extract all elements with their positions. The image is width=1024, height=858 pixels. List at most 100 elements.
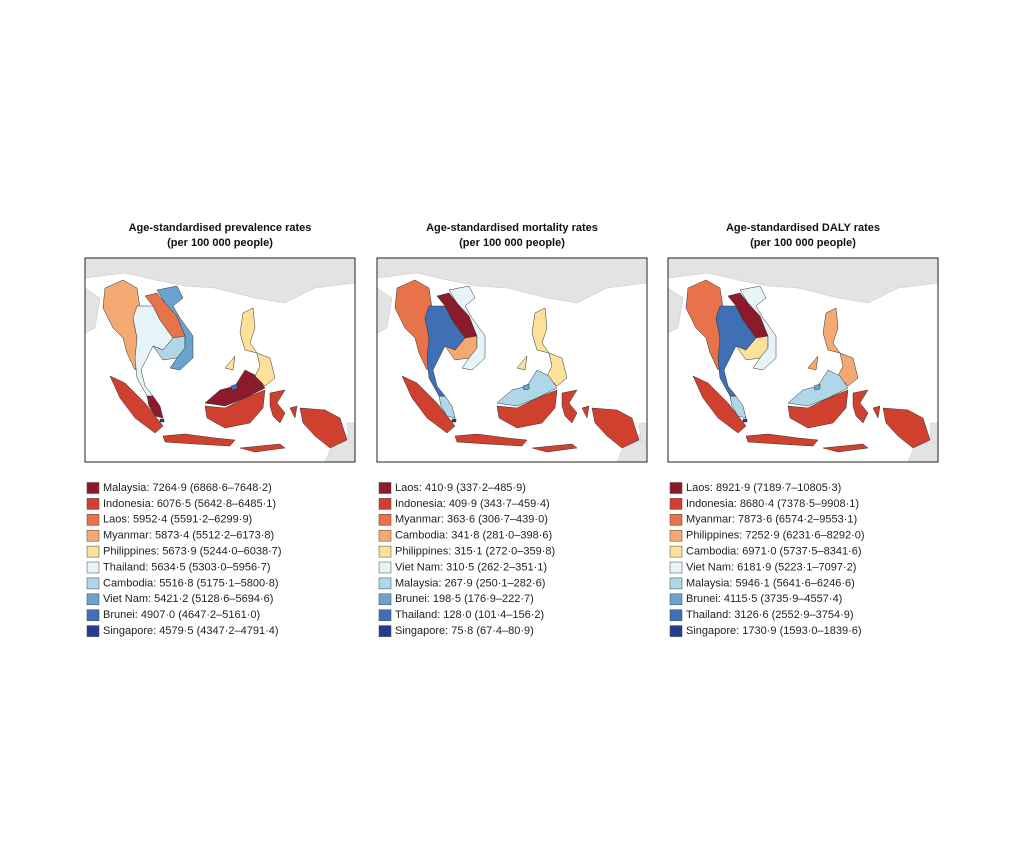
- other-land: [85, 258, 355, 304]
- legend-label: Malaysia: 7264·9 (6868·6–7648·2): [103, 482, 272, 494]
- legend-label: Brunei: 198·5 (176·9–222·7): [395, 593, 534, 605]
- legend-swatch: [669, 514, 683, 526]
- country: [813, 383, 821, 391]
- legend-swatch: [378, 529, 392, 542]
- legend-swatch: [669, 577, 683, 590]
- legend-swatch: [86, 577, 100, 590]
- map-frame: [667, 257, 939, 463]
- legend-label: Cambodia: 6971·0 (5737·5–8341·6): [686, 546, 862, 558]
- legend-label: Brunei: 4907·0 (4647·2–5161·0): [103, 609, 260, 621]
- country: [109, 375, 348, 453]
- country: [230, 383, 238, 391]
- legend-swatch: [378, 593, 392, 606]
- legend-swatch: [86, 482, 100, 494]
- panel-title: (per 100 000 people): [750, 237, 856, 249]
- legend-swatch: [669, 529, 683, 542]
- legend-swatch: [86, 609, 100, 621]
- country: [451, 418, 457, 423]
- legend-label: Malaysia: 267·9 (250·1–282·6): [395, 577, 545, 589]
- panel-title: Age-standardised DALY rates: [726, 222, 880, 234]
- panel-title: Age-standardised mortality rates: [426, 222, 598, 234]
- country: [159, 418, 165, 423]
- legend-label: Philippines: 315·1 (272·0–359·8): [395, 546, 555, 558]
- map: [84, 257, 356, 463]
- other-land: [668, 258, 938, 304]
- legend-label: Singapore: 1730·9 (1593·0–1839·6): [686, 625, 862, 637]
- legend-swatch: [86, 529, 100, 542]
- legend-swatch: [378, 577, 392, 590]
- legend-swatch: [378, 545, 392, 558]
- map: [667, 257, 939, 463]
- legend-label: Philippines: 5673·9 (5244·0–6038·7): [103, 546, 282, 558]
- legend-label: Myanmar: 363·6 (306·7–439·0): [395, 514, 548, 526]
- legend-swatch: [669, 625, 683, 637]
- map-body: [377, 258, 647, 462]
- country: [742, 418, 748, 423]
- legend-swatch: [86, 545, 100, 558]
- legend-label: Brunei: 4115·5 (3735·9–4557·4): [686, 593, 842, 605]
- legend-label: Viet Nam: 5421·2 (5128·6–5694·6): [103, 593, 273, 605]
- panel-title: (per 100 000 people): [167, 237, 273, 249]
- country: [132, 305, 174, 397]
- legend-label: Indonesia: 8680·4 (7378·5–9908·1): [686, 498, 859, 510]
- other-land: [346, 422, 355, 445]
- legend-swatch: [669, 609, 683, 621]
- legend-label: Thailand: 5634·5 (5303·0–5956·7): [103, 561, 271, 573]
- legend-label: Indonesia: 409·9 (343·7–459·4): [395, 498, 550, 510]
- legend-label: Laos: 8921·9 (7189·7–10805·3): [686, 482, 841, 494]
- panel-title: (per 100 000 people): [459, 237, 565, 249]
- other-land: [377, 287, 393, 334]
- legend-swatch: [86, 498, 100, 510]
- legend-swatch: [378, 561, 392, 574]
- legend-label: Singapore: 75·8 (67·4–80·9): [395, 625, 534, 637]
- legend-label: Myanmar: 7873·6 (6574·2–9553·1): [686, 514, 857, 526]
- legend-swatch: [669, 593, 683, 606]
- legend-swatch: [669, 561, 683, 574]
- map-frame: [84, 257, 356, 463]
- legend-swatch: [86, 561, 100, 574]
- legend-label: Thailand: 128·0 (101·4–156·2): [395, 609, 544, 621]
- legend-label: Indonesia: 6076·5 (5642·8–6485·1): [103, 498, 276, 510]
- legend-swatch: [86, 514, 100, 526]
- legend-swatch: [669, 545, 683, 558]
- other-land: [638, 422, 647, 445]
- country: [224, 307, 276, 387]
- legend-swatch: [669, 482, 683, 494]
- legend-label: Thailand: 3126·6 (2552·9–3754·9): [686, 609, 854, 621]
- legend-swatch: [86, 625, 100, 637]
- legend-swatch: [378, 514, 392, 526]
- legend-swatch: [378, 498, 392, 510]
- panel: Age-standardised mortality rates (per 100…: [376, 222, 648, 637]
- country: [156, 285, 194, 371]
- country: [448, 285, 486, 371]
- country: [401, 375, 640, 453]
- panel-title: Age-standardised prevalence rates: [129, 222, 312, 234]
- panel: Age-standardised prevalence rates (per 10…: [84, 222, 356, 637]
- legend-swatch: [378, 609, 392, 621]
- country: [807, 307, 859, 387]
- legend-label: Viet Nam: 6181·9 (5223·1–7097·2): [686, 561, 856, 573]
- country: [516, 307, 568, 387]
- legend-swatch: [669, 498, 683, 510]
- other-land: [377, 258, 647, 304]
- legend-label: Cambodia: 341·8 (281·0–398·6): [395, 530, 552, 542]
- legend-swatch: [86, 593, 100, 606]
- legend-label: Malaysia: 5946·1 (5641·6–6246·6): [686, 577, 855, 589]
- country: [692, 375, 931, 453]
- country: [522, 383, 530, 391]
- map: [376, 257, 648, 463]
- map-body: [668, 258, 938, 462]
- panel: Age-standardised DALY rates (per 100 000 …: [667, 222, 939, 637]
- legend-label: Laos: 410·9 (337·2–485·9): [395, 482, 526, 494]
- other-land: [85, 287, 101, 334]
- legend-swatch: [378, 625, 392, 637]
- legend-swatch: [378, 482, 392, 494]
- country: [739, 285, 777, 371]
- legend-label: Viet Nam: 310·5 (262·2–351·1): [395, 561, 547, 573]
- legend-label: Cambodia: 5516·8 (5175·1–5800·8): [103, 577, 279, 589]
- country: [424, 305, 466, 397]
- country: [715, 305, 757, 397]
- other-land: [929, 422, 938, 445]
- legend-label: Laos: 5952·4 (5591·2–6299·9): [103, 514, 252, 526]
